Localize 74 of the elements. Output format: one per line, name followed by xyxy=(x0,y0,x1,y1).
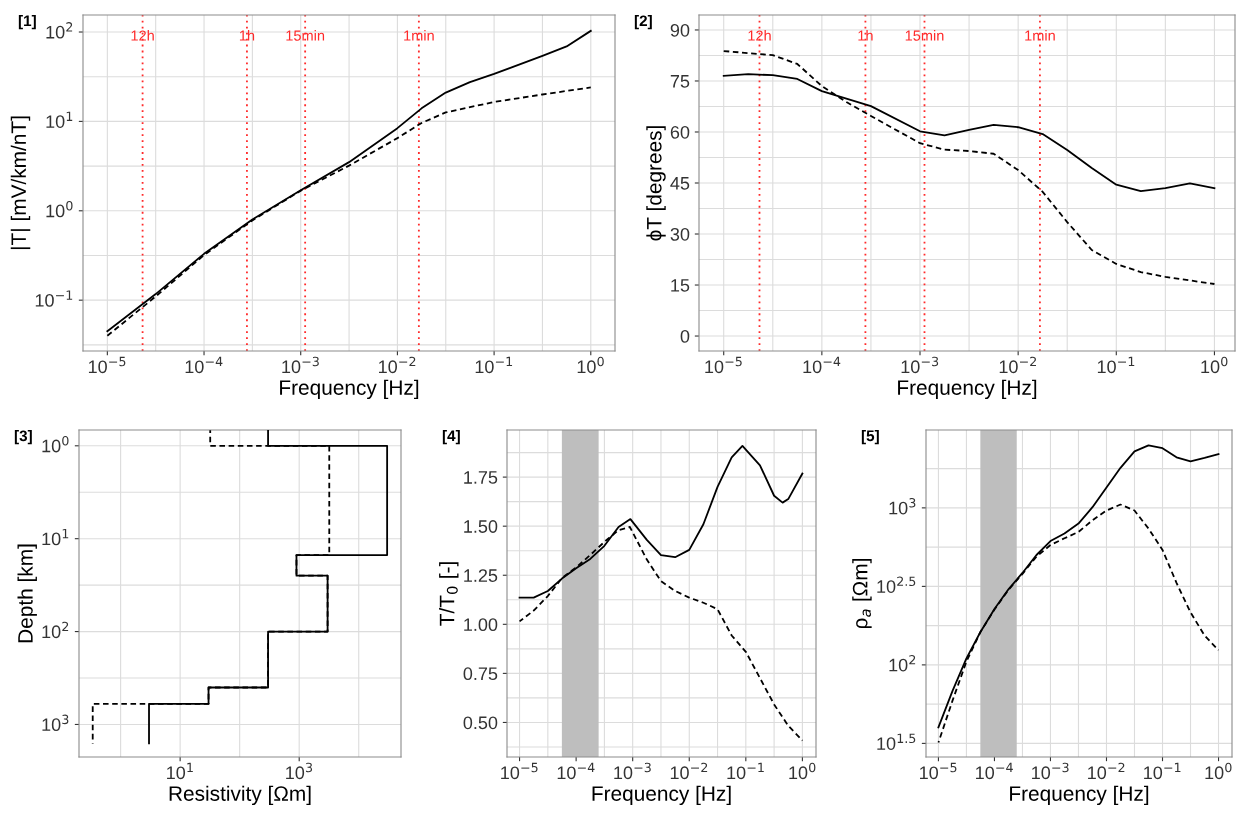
chart-title: [4] xyxy=(442,430,460,445)
chart-title: [3] xyxy=(14,430,32,445)
chart-title: [1] xyxy=(18,15,36,30)
x-axis-title: Frequency [Hz] xyxy=(898,379,1037,400)
y-tick-label: 10$^{0}$ xyxy=(46,200,73,218)
y-axis-title: ρ$_{a}$ [Ωm] xyxy=(852,559,872,629)
y-axis-title: |T| [mV/km/nT] xyxy=(10,116,31,250)
x-tick-label: 10$^{−3}$ xyxy=(282,356,319,374)
y-tick-label: 15 xyxy=(671,279,690,292)
y-tick-label: 90 xyxy=(670,23,690,37)
y-tick-label: 0.50 xyxy=(463,716,498,730)
y-tick-label: 75 xyxy=(670,75,690,88)
x-tick-label: 10$^{0}$ xyxy=(789,762,816,780)
ref-line-label: 15min xyxy=(286,30,325,41)
y-tick-label: 10$^{3}$ xyxy=(42,714,69,732)
x-tick-label: 10$^{−3}$ xyxy=(1032,762,1069,780)
x-axis-title: Frequency [Hz] xyxy=(1010,785,1149,806)
x-tick-label: 10$^{−1}$ xyxy=(1144,762,1181,780)
y-tick-label: 10$^{−1}$ xyxy=(35,290,73,307)
y-tick-label: 10$^{2}$ xyxy=(42,621,69,639)
x-tick-label: 10$^{−5}$ xyxy=(705,356,742,374)
x-tick-label: 10$^{−5}$ xyxy=(920,762,957,780)
x-tick-label: 10$^{−2}$ xyxy=(670,762,708,780)
y-tick-label: 10$^{1}$ xyxy=(42,528,69,546)
y-tick-label: 10$^{2}$ xyxy=(889,654,916,672)
x-tick-label: 10$^{3}$ xyxy=(286,762,313,780)
y-tick-label: 10$^{0}$ xyxy=(42,435,69,453)
x-tick-label: 10$^{−2}$ xyxy=(1088,762,1125,780)
x-tick-label: 10$^{−4}$ xyxy=(803,356,841,374)
chart-title: [5] xyxy=(861,430,879,445)
y-tick-label: 0.75 xyxy=(463,667,498,681)
x-tick-label: 10$^{−2}$ xyxy=(999,356,1036,374)
ref-line-label: 1h xyxy=(239,30,255,41)
y-axis-title: T/T$_{0}$ [-] xyxy=(439,562,459,626)
x-tick-label: 10$^{1}$ xyxy=(167,762,193,780)
y-tick-label: 10$^{2.5}$ xyxy=(877,576,916,593)
y-tick-label: 1.50 xyxy=(464,520,498,533)
ref-line-label: 1min xyxy=(404,30,434,41)
x-tick-label: 10$^{−5}$ xyxy=(88,356,126,374)
x-tick-label: 10$^{0}$ xyxy=(1205,762,1232,780)
y-tick-label: 1.75 xyxy=(464,471,498,484)
x-axis-title: Frequency [Hz] xyxy=(280,379,419,400)
x-tick-label: 10$^{−5}$ xyxy=(501,762,538,780)
y-axis-title: ϕT [degrees] xyxy=(646,126,666,241)
y-tick-label: 1.00 xyxy=(464,618,498,632)
y-tick-label: 10$^{1.5}$ xyxy=(877,733,916,750)
ref-line-label: 15min xyxy=(905,30,944,41)
x-tick-label: 10$^{−2}$ xyxy=(379,356,416,374)
x-tick-label: 10$^{−4}$ xyxy=(976,762,1013,780)
ref-line-label: 12h xyxy=(131,30,154,41)
x-tick-label: 10$^{0}$ xyxy=(1201,356,1228,374)
y-tick-label: 30 xyxy=(670,227,690,241)
ref-line-label: 1min xyxy=(1025,30,1055,41)
x-tick-label: 10$^{−4}$ xyxy=(185,356,223,374)
ref-line-label: 1h xyxy=(858,30,873,41)
x-tick-label: 10$^{−1}$ xyxy=(1097,356,1135,374)
x-tick-label: 10$^{−4}$ xyxy=(557,762,595,780)
y-tick-label: 10$^{2}$ xyxy=(46,22,73,39)
y-tick-label: 60 xyxy=(670,125,690,139)
x-axis-title: Frequency [Hz] xyxy=(592,785,731,806)
y-tick-label: 45 xyxy=(670,177,690,190)
ref-line-label: 12h xyxy=(748,30,771,41)
x-tick-label: 10$^{−3}$ xyxy=(614,762,651,780)
y-tick-label: 0 xyxy=(680,329,690,343)
x-tick-label: 10$^{−1}$ xyxy=(727,762,764,780)
x-tick-label: 10$^{−1}$ xyxy=(475,356,513,374)
y-tick-label: 10$^{3}$ xyxy=(889,497,916,515)
chart-title: [2] xyxy=(634,15,652,30)
x-axis-title: Resistivity [Ωm] xyxy=(169,785,311,806)
x-tick-label: 10$^{0}$ xyxy=(577,356,604,374)
x-tick-label: 10$^{−3}$ xyxy=(901,356,939,374)
y-axis-title: Depth [km] xyxy=(17,544,37,643)
y-tick-label: 1.25 xyxy=(464,569,498,582)
y-tick-label: 10$^{1}$ xyxy=(46,111,73,128)
